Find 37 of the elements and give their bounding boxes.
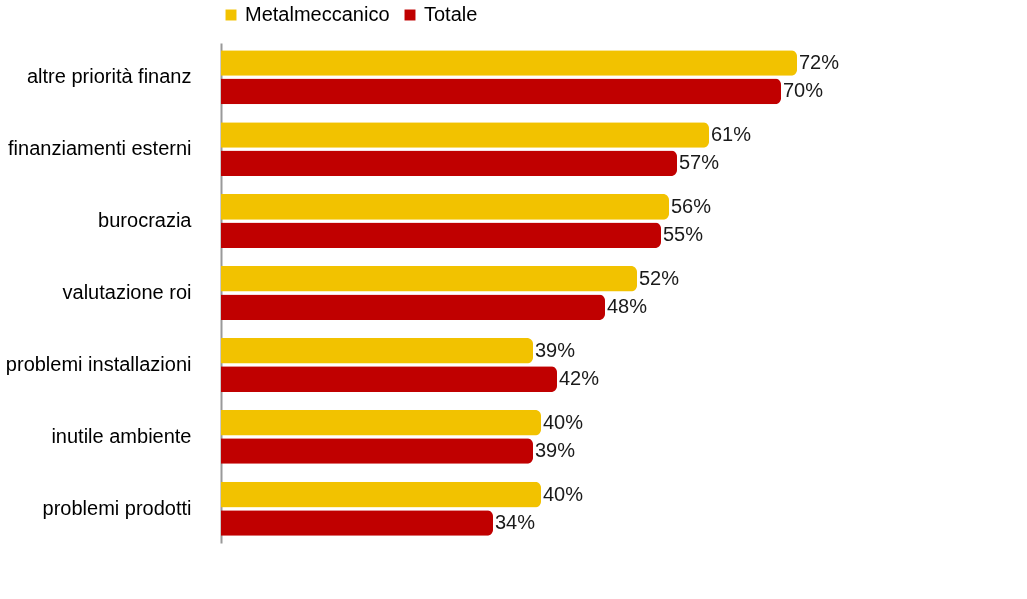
bar bbox=[221, 481, 541, 508]
data-label: 39% bbox=[535, 338, 576, 361]
bar bbox=[221, 266, 637, 292]
data-label: 57% bbox=[679, 151, 720, 174]
bar bbox=[221, 222, 661, 249]
y-tick-label: problemi installazioni bbox=[5, 352, 192, 375]
y-tick-label: inutile ambiente bbox=[51, 424, 192, 447]
bar bbox=[221, 150, 677, 177]
y-tick-label: altre priorità finanz bbox=[26, 65, 192, 88]
data-label: 61% bbox=[711, 122, 752, 145]
data-label: 40% bbox=[543, 482, 584, 505]
y-tick-label: finanziamenti esterni bbox=[8, 137, 192, 160]
bar bbox=[221, 438, 533, 464]
legend-label: Metalmeccanico bbox=[245, 3, 390, 25]
bar bbox=[221, 50, 797, 76]
data-label: 56% bbox=[671, 194, 712, 217]
bar bbox=[221, 78, 781, 105]
legend-label: Totale bbox=[424, 3, 478, 25]
data-label: 40% bbox=[543, 410, 584, 433]
bar bbox=[221, 122, 709, 148]
bar bbox=[221, 510, 493, 536]
data-label: 48% bbox=[607, 295, 648, 318]
y-tick-label: valutazione roi bbox=[62, 281, 192, 303]
data-label: 72% bbox=[799, 50, 840, 73]
y-tick-label: burocrazia bbox=[98, 209, 193, 232]
bar bbox=[221, 337, 533, 364]
data-label: 39% bbox=[535, 439, 576, 462]
data-label: 34% bbox=[495, 511, 536, 534]
bar bbox=[221, 194, 669, 220]
y-tick-label: problemi prodotti bbox=[42, 496, 192, 519]
bar bbox=[221, 366, 557, 392]
bar bbox=[221, 294, 605, 320]
data-label: 42% bbox=[559, 367, 600, 390]
data-label: 55% bbox=[663, 223, 704, 246]
data-label: 70% bbox=[783, 79, 824, 102]
data-label: 52% bbox=[639, 266, 680, 289]
bar bbox=[221, 409, 541, 436]
